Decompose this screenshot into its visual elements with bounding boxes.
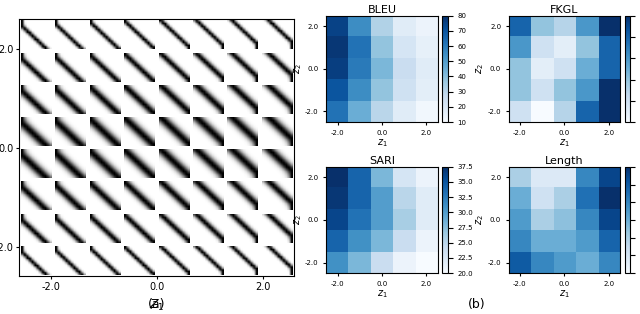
Y-axis label: $z_2$: $z_2$ [474,63,486,74]
Y-axis label: $z_2$: $z_2$ [292,63,304,74]
X-axis label: $z_1$: $z_1$ [559,137,570,149]
Text: (a): (a) [148,298,166,311]
X-axis label: $z_1$: $z_1$ [559,288,570,300]
Title: SARI: SARI [369,156,395,166]
Title: FKGL: FKGL [550,5,579,15]
Title: BLEU: BLEU [367,5,396,15]
Title: Length: Length [545,156,584,166]
Y-axis label: $z_2$: $z_2$ [474,215,486,225]
X-axis label: $z_1$: $z_1$ [376,288,387,300]
X-axis label: $Z_1$: $Z_1$ [149,297,164,312]
Y-axis label: $z_2$: $z_2$ [292,215,304,225]
X-axis label: $z_1$: $z_1$ [376,137,387,149]
Text: (b): (b) [468,298,486,311]
